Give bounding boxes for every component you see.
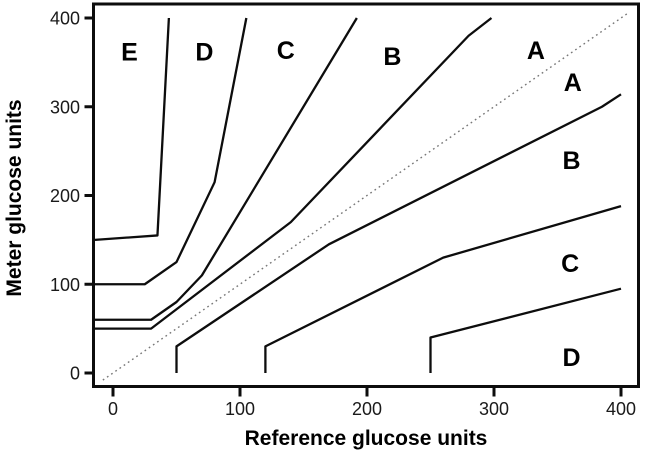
y-tick-label: 100: [50, 275, 80, 295]
y-tick-label: 200: [50, 186, 80, 206]
x-tick-label: 100: [225, 399, 255, 419]
zone-boundary-E-D-boundary-upper: [94, 17, 171, 242]
axis-ticks: 0 100 200 300 400 0 100 200 300 400: [50, 9, 636, 420]
x-axis-title: Reference glucose units: [245, 427, 488, 450]
zone-boundary-B-A-boundary-upper: [95, 17, 493, 330]
y-tick-label: 300: [50, 97, 80, 117]
y-axis-title: Meter glucose units: [3, 99, 26, 296]
zone-label-A: A: [527, 37, 545, 65]
zone-label-B: B: [383, 43, 401, 71]
zone-boundary-A-B-boundary-lower: [175, 93, 622, 373]
zone-boundary-C-D-boundary-lower: [429, 287, 622, 373]
zone-label-B: B: [562, 147, 580, 175]
zone-boundary-D-C-boundary-upper: [95, 17, 248, 286]
x-tick-label: 300: [479, 399, 509, 419]
zone-label-E: E: [121, 39, 138, 67]
y-tick-label: 400: [50, 9, 80, 29]
identity-line: [102, 12, 628, 381]
identity-line-group: [102, 12, 628, 381]
zone-label-D: D: [562, 344, 580, 372]
zone-label-C: C: [561, 250, 579, 278]
plot-frame: [92, 2, 640, 388]
zone-labels: E D C B AA B C D: [121, 37, 582, 372]
zone-boundary-lines: [94, 17, 622, 373]
zone-label-C: C: [277, 37, 295, 65]
zone-label-A: A: [564, 69, 582, 97]
x-tick-label: 0: [108, 399, 118, 419]
x-tick-label: 400: [606, 399, 636, 419]
zone-label-D: D: [195, 39, 213, 67]
x-tick-label: 200: [352, 399, 382, 419]
zone-boundary-C-B-boundary-upper: [95, 17, 358, 321]
zone-boundary-B-C-boundary-lower: [264, 205, 622, 373]
y-tick-label: 0: [70, 364, 80, 384]
